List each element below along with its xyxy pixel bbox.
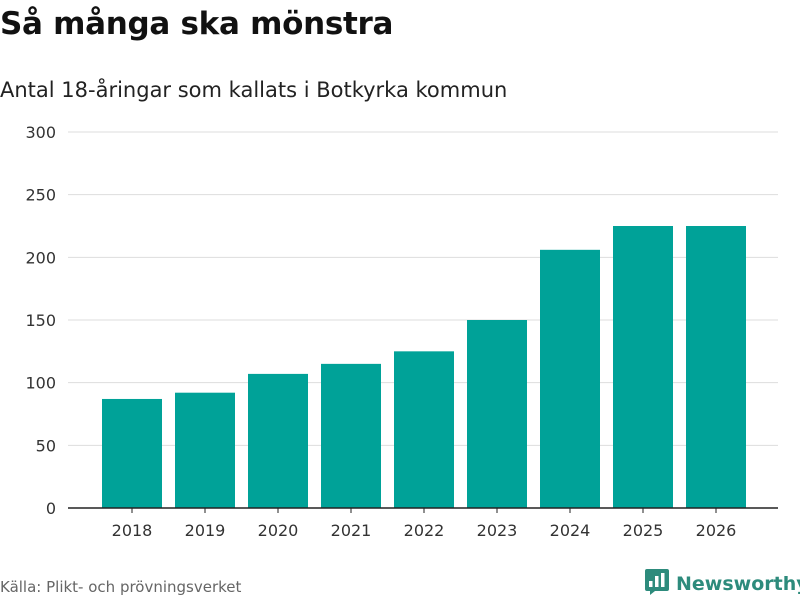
chart-subtitle: Antal 18-åringar som kallats i Botkyrka … [0, 78, 508, 102]
x-tick-label: 2020 [258, 521, 299, 540]
brand-logo[interactable]: Newsworthy [644, 568, 800, 600]
bar[interactable] [613, 226, 673, 508]
bar[interactable] [175, 392, 235, 508]
x-tick-label: 2019 [185, 521, 226, 540]
x-tick-label: 2023 [477, 521, 518, 540]
x-tick-label: 2022 [404, 521, 445, 540]
source-note: Källa: Plikt- och prövningsverket [0, 578, 242, 596]
chart-title: Så många ska mönstra [0, 6, 394, 42]
y-tick-label: 0 [46, 499, 56, 518]
x-tick-label: 2021 [331, 521, 372, 540]
bar[interactable] [467, 320, 527, 508]
x-tick-label: 2025 [623, 521, 664, 540]
y-axis-ticks: 0 50 100 150 200 250 300 [25, 123, 56, 518]
bar-chart-speech-bubble-icon [644, 568, 670, 600]
x-tick-label: 2024 [550, 521, 591, 540]
bar[interactable] [394, 351, 454, 508]
y-tick-label: 200 [25, 248, 56, 267]
y-tick-label: 300 [25, 123, 56, 142]
bars [102, 226, 746, 508]
x-axis-ticks: 2018 2019 2020 2021 2022 2023 2024 2025 2026 [112, 508, 737, 540]
bar[interactable] [321, 363, 381, 508]
brand-name: Newsworthy [676, 573, 800, 595]
y-tick-label: 150 [25, 311, 56, 330]
y-tick-label: 50 [36, 436, 56, 455]
bar[interactable] [248, 373, 308, 508]
bar[interactable] [102, 398, 162, 508]
y-tick-label: 100 [25, 374, 56, 393]
bar[interactable] [686, 226, 746, 508]
bar[interactable] [540, 249, 600, 508]
y-tick-label: 250 [25, 186, 56, 205]
x-tick-label: 2026 [696, 521, 737, 540]
x-tick-label: 2018 [112, 521, 153, 540]
